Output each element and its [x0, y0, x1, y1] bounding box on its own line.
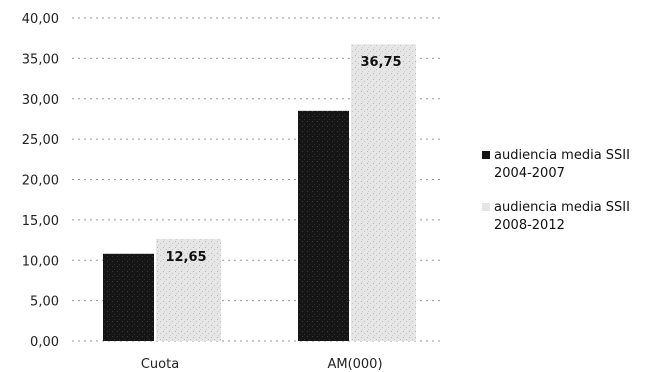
legend-swatch-dark	[482, 151, 490, 159]
y-tick-label: 0,00	[30, 335, 59, 350]
y-tick-label: 20,00	[22, 174, 59, 189]
y-tick-label: 15,00	[22, 214, 59, 229]
legend-item-2004-2007: audiencia media SSII 2004-2007	[482, 147, 647, 183]
legend-item-2008-2012: audiencia media SSII 2008-2012	[482, 199, 647, 235]
legend-swatch-light	[482, 203, 490, 211]
bar	[103, 253, 154, 341]
y-tick-label: 5,00	[30, 295, 59, 310]
legend-label-line2: 2004-2007	[494, 166, 565, 181]
data-label: 12,65	[165, 250, 206, 265]
y-axis: 0,00 5,00 10,00 15,00 20,00 25,00 30,00 35,00 40…	[22, 12, 59, 350]
bar	[298, 110, 349, 341]
x-category-label: Cuota	[141, 357, 179, 372]
x-category-label: AM(000)	[327, 357, 382, 372]
y-tick-label: 35,00	[22, 52, 59, 67]
y-tick-label: 10,00	[22, 254, 59, 269]
legend: audiencia media SSII 2004-2007 audiencia…	[482, 147, 647, 251]
y-tick-label: 25,00	[22, 133, 59, 148]
legend-label-line1: audiencia media SSII	[494, 148, 630, 163]
bar	[156, 238, 221, 341]
data-label: 36,75	[360, 55, 401, 70]
bar-chart: 0,00 5,00 10,00 15,00 20,00 25,00 30,00 35,00 40…	[22, 12, 440, 372]
y-tick-label: 40,00	[22, 12, 59, 27]
y-tick-label: 30,00	[22, 93, 59, 108]
bars	[103, 44, 416, 342]
bar	[351, 44, 416, 342]
legend-label-line1: audiencia media SSII	[494, 200, 630, 215]
legend-label-line2: 2008-2012	[494, 218, 565, 233]
x-axis: Cuota AM(000)	[141, 357, 383, 372]
data-labels: 12,65 36,75	[165, 55, 401, 265]
